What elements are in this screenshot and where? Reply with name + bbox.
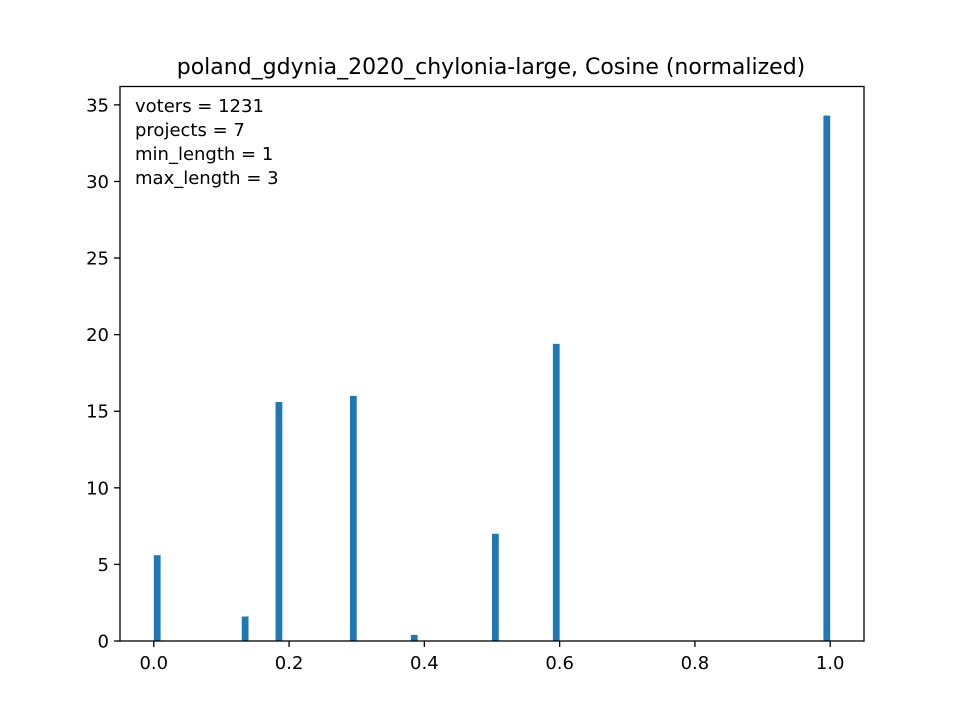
annotation-voters: voters = 1231 [135,96,264,117]
histogram-bar [410,634,418,641]
histogram-bar [552,343,560,641]
histogram-bar [823,115,831,642]
x-tick-label: 0.2 [275,653,304,674]
y-tick-label: 15 [86,402,109,423]
histogram-bar [153,555,161,641]
histogram-bar [349,395,357,641]
y-tick-label: 25 [86,249,109,270]
histogram-bar [275,402,283,641]
y-tick-label: 10 [86,478,109,499]
annotation-projects: projects = 7 [135,120,245,141]
stats-annotation: voters = 1231 projects = 7 min_length = … [135,96,279,189]
histogram-bar [492,533,499,641]
annotation-min-length: min_length = 1 [135,144,273,165]
x-tick-label: 1.0 [816,653,845,674]
y-tick-label: 30 [86,172,109,193]
chart-title: poland_gdynia_2020_chylonia-large, Cosin… [177,55,806,80]
x-tick-label: 0.0 [139,653,168,674]
y-tick-label: 0 [98,632,109,653]
plot-frame [119,85,865,642]
ticks-layer: 0.0 0.2 0.4 0.6 0.8 1.0 0 5 10 15 20 25 30 35 [86,95,844,674]
y-tick-label: 5 [98,555,109,576]
histogram-bar [241,616,249,641]
annotation-max-length: max_length = 3 [135,168,279,189]
x-tick-label: 0.4 [410,653,439,674]
bars-layer [153,115,831,642]
y-tick-label: 20 [86,325,109,346]
x-tick-label: 0.8 [681,653,710,674]
y-tick-label: 35 [86,95,109,116]
x-tick-label: 0.6 [545,653,574,674]
